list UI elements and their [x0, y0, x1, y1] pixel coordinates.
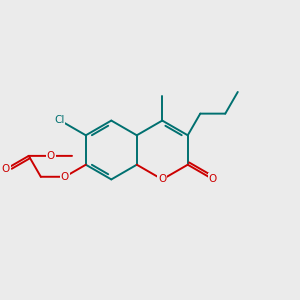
Text: O: O: [61, 172, 69, 182]
Text: O: O: [47, 151, 55, 161]
Text: Cl: Cl: [54, 115, 64, 125]
Text: O: O: [158, 174, 166, 184]
Text: O: O: [208, 174, 217, 184]
Text: O: O: [2, 164, 10, 174]
